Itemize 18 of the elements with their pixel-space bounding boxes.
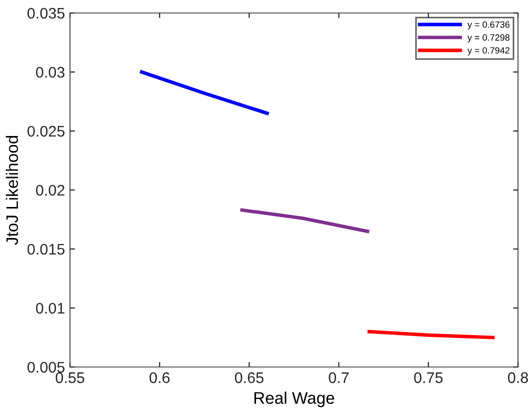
y-tick-label: 0.015 [28,244,64,255]
x-tick-label: 0.55 [56,372,84,384]
y-tick-label: 0.005 [28,362,64,373]
x-tick-label: 0.6 [150,372,170,384]
x-tick-label: 0.8 [508,372,528,384]
y-tick-label: 0.01 [36,302,64,314]
x-axis-title: Real Wage [254,392,334,408]
y-tick-label: 0.03 [36,66,64,78]
x-tick-label: 0.65 [234,372,264,384]
x-tick-label: 0.75 [414,372,443,384]
y-axis-title: JtoJ Likelihood [6,136,18,245]
x-tick-label: 0.7 [328,372,349,384]
legend-label: y = 0.7298 [467,34,510,42]
y-tick-label: 0.025 [28,126,64,137]
y-tick-label: 0.02 [36,184,64,196]
legend-label: y = 0.7942 [467,47,510,56]
legend-label: y = 0.6736 [467,21,510,30]
y-tick-label: 0.035 [28,8,64,19]
